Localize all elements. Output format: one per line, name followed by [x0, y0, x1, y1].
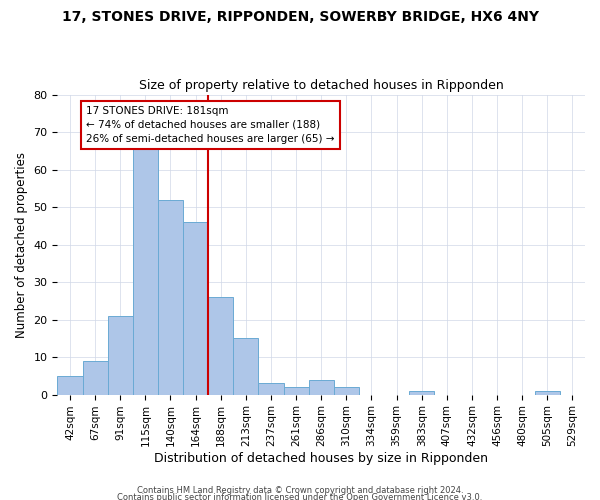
Bar	[133, 140, 158, 394]
Bar	[334, 387, 359, 394]
Text: 17, STONES DRIVE, RIPPONDEN, SOWERBY BRIDGE, HX6 4NY: 17, STONES DRIVE, RIPPONDEN, SOWERBY BRI…	[62, 10, 539, 24]
Text: Contains HM Land Registry data © Crown copyright and database right 2024.: Contains HM Land Registry data © Crown c…	[137, 486, 463, 495]
Bar	[535, 391, 560, 394]
Title: Size of property relative to detached houses in Ripponden: Size of property relative to detached ho…	[139, 79, 503, 92]
Bar	[259, 384, 284, 394]
Bar	[308, 380, 334, 394]
Bar	[107, 316, 133, 394]
Bar	[158, 200, 183, 394]
Text: Contains public sector information licensed under the Open Government Licence v3: Contains public sector information licen…	[118, 494, 482, 500]
Bar	[409, 391, 434, 394]
Bar	[233, 338, 259, 394]
Bar	[58, 376, 83, 394]
X-axis label: Distribution of detached houses by size in Ripponden: Distribution of detached houses by size …	[154, 452, 488, 465]
Bar	[284, 387, 308, 394]
Text: 17 STONES DRIVE: 181sqm
← 74% of detached houses are smaller (188)
26% of semi-d: 17 STONES DRIVE: 181sqm ← 74% of detache…	[86, 106, 335, 144]
Y-axis label: Number of detached properties: Number of detached properties	[15, 152, 28, 338]
Bar	[183, 222, 208, 394]
Bar	[83, 361, 107, 394]
Bar	[208, 297, 233, 394]
